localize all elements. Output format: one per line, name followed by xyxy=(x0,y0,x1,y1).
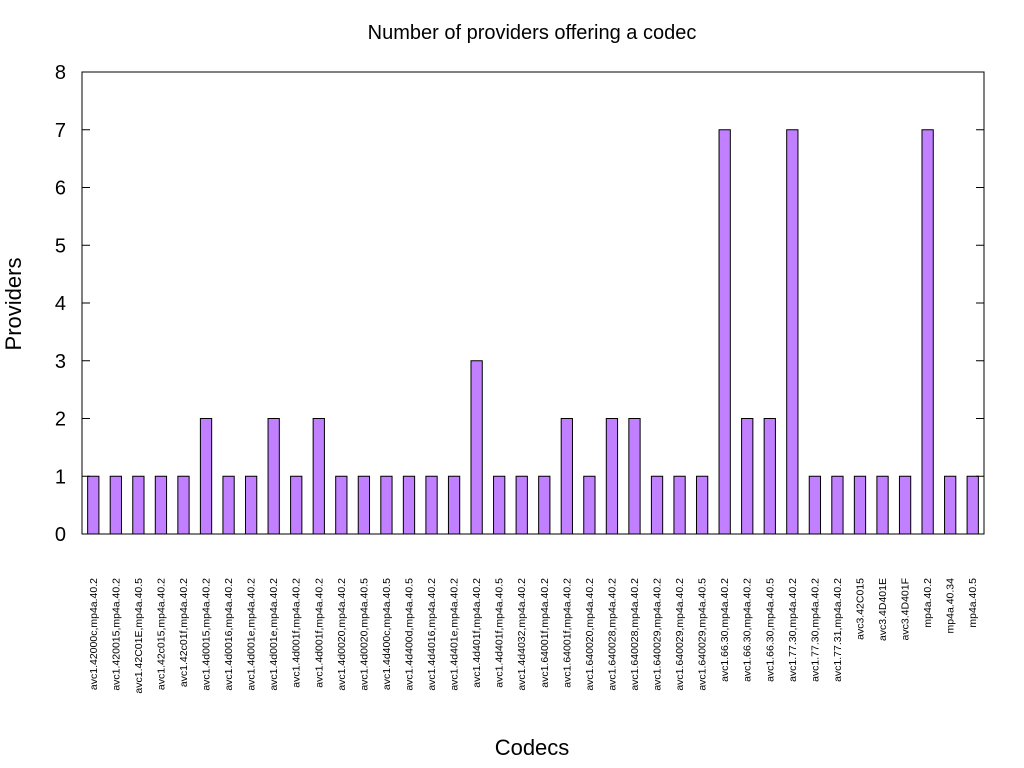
x-tick-label: avc1.42c01f,mp4a.40.2 xyxy=(178,578,190,687)
x-tick-label: avc1.42000c,mp4a.40.2 xyxy=(88,578,100,690)
bar xyxy=(831,475,844,535)
x-tick-label: avc1.4d4016,mp4a.40.2 xyxy=(426,578,438,691)
bar xyxy=(132,475,145,535)
bar xyxy=(357,475,371,535)
bar xyxy=(109,475,122,535)
bar xyxy=(853,475,867,535)
bar xyxy=(718,129,731,535)
plot-frame xyxy=(81,71,985,535)
x-tick-label: avc1.640020,mp4a.40.2 xyxy=(584,578,596,691)
bar xyxy=(741,418,754,535)
bar xyxy=(290,475,303,535)
bar xyxy=(493,475,506,535)
bar xyxy=(335,475,348,535)
x-tick-label: avc1.4d4032,mp4a.40.2 xyxy=(516,578,528,691)
x-tick-label: avc1.4d001e,mp4a.40.2 xyxy=(246,578,258,691)
bar xyxy=(808,475,822,535)
bar xyxy=(470,360,483,535)
x-tick-label: avc1.4d001f,mp4a.40.2 xyxy=(313,578,325,688)
bar xyxy=(154,475,168,535)
y-tick-label: 5 xyxy=(55,235,66,257)
bar xyxy=(222,475,235,535)
y-tick-label: 2 xyxy=(55,409,66,431)
bar xyxy=(786,129,799,535)
bar xyxy=(267,418,280,535)
bar xyxy=(560,418,573,535)
x-tick-label: avc1.4d401e,mp4a.40.2 xyxy=(449,578,461,691)
x-tick-label: avc1.640028,mp4a.40.2 xyxy=(629,578,641,691)
x-tick-label: avc1.66.30,mp4a.40.2 xyxy=(742,578,754,682)
chart-title: Number of providers offering a codec xyxy=(368,22,697,44)
bar xyxy=(199,418,213,535)
x-tick-label: mp4a.40.34 xyxy=(945,578,957,634)
y-axis: 0 1 2 3 4 5 6 7 8 xyxy=(55,62,984,546)
bar xyxy=(921,129,934,535)
x-tick-label: avc1.4d001e,mp4a.40.2 xyxy=(268,578,280,691)
bar xyxy=(763,418,776,535)
y-tick-label: 4 xyxy=(55,293,66,315)
bar xyxy=(312,418,325,535)
bar xyxy=(605,418,619,535)
x-tick-label: avc1.4d401f,mp4a.40.5 xyxy=(494,578,506,688)
x-tick-label: avc1.64001f,mp4a.40.2 xyxy=(539,578,551,688)
bar xyxy=(244,475,258,535)
bar xyxy=(177,475,190,535)
x-tick-label: avc1.640029,mp4a.40.2 xyxy=(652,578,664,691)
x-tick-label: avc1.4d400d,mp4a.40.5 xyxy=(403,578,415,691)
bar xyxy=(583,475,596,535)
x-tick-label: avc1.66.30,mp4a.40.5 xyxy=(764,578,776,682)
x-tick-label: mp4a.40.5 xyxy=(967,578,979,628)
bar xyxy=(966,475,979,535)
x-tick-label: avc1.66.30,mp4a.40.2 xyxy=(719,578,731,682)
bar xyxy=(380,475,393,535)
bars-group xyxy=(87,129,979,535)
x-tick-label: avc1.64001f,mp4a.40.2 xyxy=(561,578,573,688)
x-tick-label: avc1.42c015,mp4a.40.2 xyxy=(155,578,167,690)
x-tick-label: avc1.77.31,mp4a.40.2 xyxy=(832,578,844,682)
x-tick-label: avc3.42C015 xyxy=(854,578,866,640)
bar xyxy=(538,475,551,535)
bar xyxy=(628,418,641,535)
bar xyxy=(650,475,664,535)
y-tick-label: 1 xyxy=(55,466,66,488)
x-tick-label: mp4a.40.2 xyxy=(922,578,934,628)
bar xyxy=(447,475,461,535)
x-tick-label: avc1.77.30,mp4a.40.2 xyxy=(787,578,799,682)
bar xyxy=(515,475,528,535)
bar xyxy=(876,475,889,535)
x-tick-label: avc1.4d0016,mp4a.40.2 xyxy=(223,578,235,691)
x-tick-label: avc1.640029,mp4a.40.2 xyxy=(674,578,686,691)
y-tick-label: 8 xyxy=(55,62,66,84)
y-tick-label: 3 xyxy=(55,351,66,373)
x-tick-label: avc1.4d401f,mp4a.40.2 xyxy=(471,578,483,688)
y-tick-label: 0 xyxy=(55,524,66,546)
y-tick-label: 6 xyxy=(55,178,66,200)
bar xyxy=(87,475,100,535)
bar xyxy=(695,475,709,535)
x-axis-label: Codecs xyxy=(495,735,570,760)
x-axis: avc1.42000c,mp4a.40.2 avc1.420015,mp4a.40… xyxy=(88,578,979,694)
x-tick-label: avc1.420015,mp4a.40.2 xyxy=(110,578,122,691)
y-tick-label: 7 xyxy=(55,120,66,142)
x-tick-label: avc1.4d0015,mp4a.40.2 xyxy=(201,578,213,691)
bar xyxy=(402,475,416,535)
x-tick-label: avc1.4d001f,mp4a.40.2 xyxy=(291,578,303,688)
x-tick-label: avc1.77.30,mp4a.40.2 xyxy=(809,578,821,682)
x-tick-label: avc3.4D401E xyxy=(877,578,889,641)
bar xyxy=(673,475,686,535)
x-tick-label: avc1.640028,mp4a.40.2 xyxy=(606,578,618,691)
x-tick-label: avc1.4d0020,mp4a.40.5 xyxy=(358,578,370,691)
x-tick-label: avc1.640029,mp4a.40.5 xyxy=(697,578,709,691)
x-tick-label: avc3.4D401F xyxy=(900,578,912,640)
x-tick-label: avc1.42C01E,mp4a.40.5 xyxy=(133,578,145,694)
bar xyxy=(898,475,912,535)
bar xyxy=(425,475,438,535)
x-tick-label: avc1.4d0020,mp4a.40.2 xyxy=(336,578,348,691)
x-tick-label: avc1.4d400c,mp4a.40.5 xyxy=(381,578,393,690)
y-axis-label: Providers xyxy=(1,258,26,351)
bar xyxy=(944,475,957,535)
